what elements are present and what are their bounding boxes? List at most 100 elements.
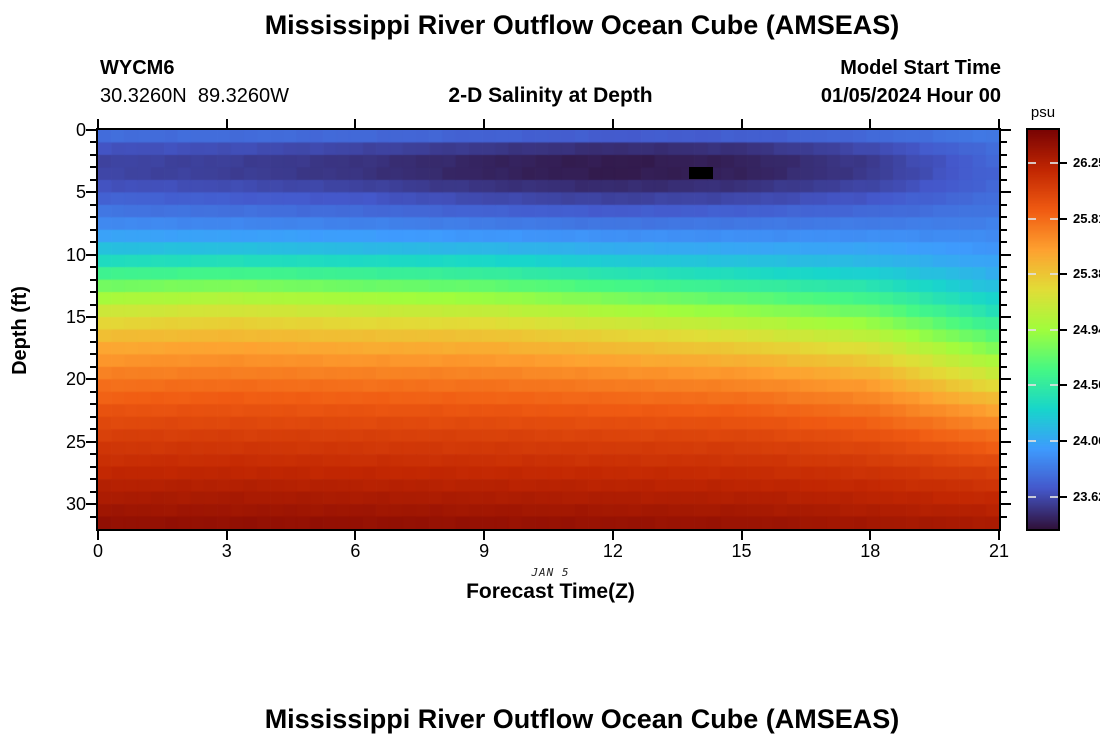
y-tick-mark [1001,253,1011,256]
y-tick-mark [90,365,96,368]
x-axis-label: Forecast Time(Z) [466,580,635,603]
colorbar-label: psu [1030,104,1056,121]
y-tick-mark [1001,328,1007,331]
y-tick-mark [1001,203,1007,206]
y-tick-mark [1001,141,1007,144]
y-tick-mark [1001,316,1011,319]
x-tick-mark [869,119,872,128]
x-tick-label: 18 [860,541,881,561]
x-tick-mark [998,119,1000,128]
colorbar-tick-label: 24.94 [1073,321,1100,337]
colorbar-tick-label: 26.25 [1073,155,1100,171]
y-tick-mark [90,515,96,518]
x-tick-label: 12 [602,541,623,561]
y-tick-mark [90,178,96,181]
x-tick-label: 21 [988,541,1010,561]
y-tick-mark [1001,228,1007,231]
y-tick-mark [1001,453,1007,456]
y-tick-label: 20 [65,369,86,390]
x-tick-label: 15 [731,541,752,561]
colorbar-tick-mark [1028,384,1036,387]
y-tick-mark [90,415,96,418]
colorbar-tick-mark [1050,384,1058,387]
colorbar-tick-mark [1050,440,1058,443]
y-tick-mark [90,453,96,456]
y-tick-mark [1001,515,1007,518]
figure-title: Mississippi River Outflow Ocean Cube (AM… [264,10,900,40]
x-tick-label: 3 [221,541,232,561]
colorbar-tick-mark [1028,328,1036,331]
y-tick-mark [90,166,96,169]
x-tick-mark [354,119,357,128]
y-tick-label: 30 [65,494,86,515]
y-tick-mark [1001,340,1007,343]
y-tick-mark [90,353,96,356]
x-tick-mark [97,119,99,128]
colorbar-tick-label: 24.50 [1073,377,1100,393]
next-panel-title: Mississippi River Outflow Ocean Cube (AM… [264,704,900,734]
x-tick-mark [611,119,614,128]
y-tick-mark [1001,465,1007,468]
y-tick-mark [1001,353,1007,356]
colorbar-tick-mark [1060,496,1067,499]
salinity-heatmap [98,130,999,529]
colorbar-tick-mark [1028,217,1036,220]
colorbar-tick-mark [1050,328,1058,331]
y-tick-mark [1001,490,1007,493]
colorbar-tick-mark [1050,496,1058,499]
colorbar-tick-mark [1050,217,1058,220]
x-tick-mark [225,119,228,128]
y-tick-mark [1001,178,1007,181]
y-tick-label: 15 [65,307,86,328]
colorbar-tick-mark [1060,162,1067,165]
colorbar-tick-mark [1060,328,1067,331]
y-tick-mark [90,228,96,231]
y-tick-mark [86,191,96,194]
x-tick-mark [998,531,1000,540]
date-annotation: JAN 5 [531,566,570,579]
y-tick-mark [90,278,96,281]
heatmap-low-salinity-marker [689,166,713,179]
colorbar-tick-mark [1060,272,1067,275]
x-tick-label: 0 [92,541,104,561]
y-tick-mark [90,153,96,156]
x-tick-mark [483,531,486,540]
y-tick-mark [90,303,96,306]
y-tick-mark [90,465,96,468]
colorbar-tick-label: 25.38 [1073,265,1100,281]
colorbar-tick-label: 24.06 [1073,433,1100,449]
x-tick-label: 9 [479,541,490,561]
y-tick-mark [1001,378,1011,381]
y-tick-mark [90,216,96,219]
y-tick-mark [1001,503,1011,506]
y-tick-mark [1001,291,1007,294]
y-tick-mark [86,253,96,256]
y-tick-mark [90,291,96,294]
x-tick-mark [225,531,228,540]
colorbar-tick-mark [1028,272,1036,275]
y-tick-mark [90,390,96,393]
y-tick-mark [1001,241,1007,244]
y-tick-mark [86,129,96,131]
y-tick-mark [86,378,96,381]
colorbar-frame [1026,128,1060,531]
y-tick-mark [90,266,96,269]
y-axis-label: Depth (ft) [8,286,31,375]
y-tick-mark [1001,415,1007,418]
y-tick-mark [90,340,96,343]
plot-frame [96,128,1001,531]
y-tick-mark [1001,478,1007,481]
y-tick-label: 0 [75,120,86,140]
colorbar-tick-mark [1028,440,1036,443]
y-tick-mark [1001,365,1007,368]
y-tick-mark [1001,278,1007,281]
y-tick-mark [1001,303,1007,306]
y-tick-mark [90,241,96,244]
colorbar-tick-mark [1028,162,1036,165]
y-tick-mark [1001,390,1007,393]
colorbar-tick-mark [1060,384,1067,387]
colorbar-tick-mark [1028,496,1036,499]
y-tick-mark [86,503,96,506]
plot-subtitle: 2-D Salinity at Depth [448,84,653,107]
